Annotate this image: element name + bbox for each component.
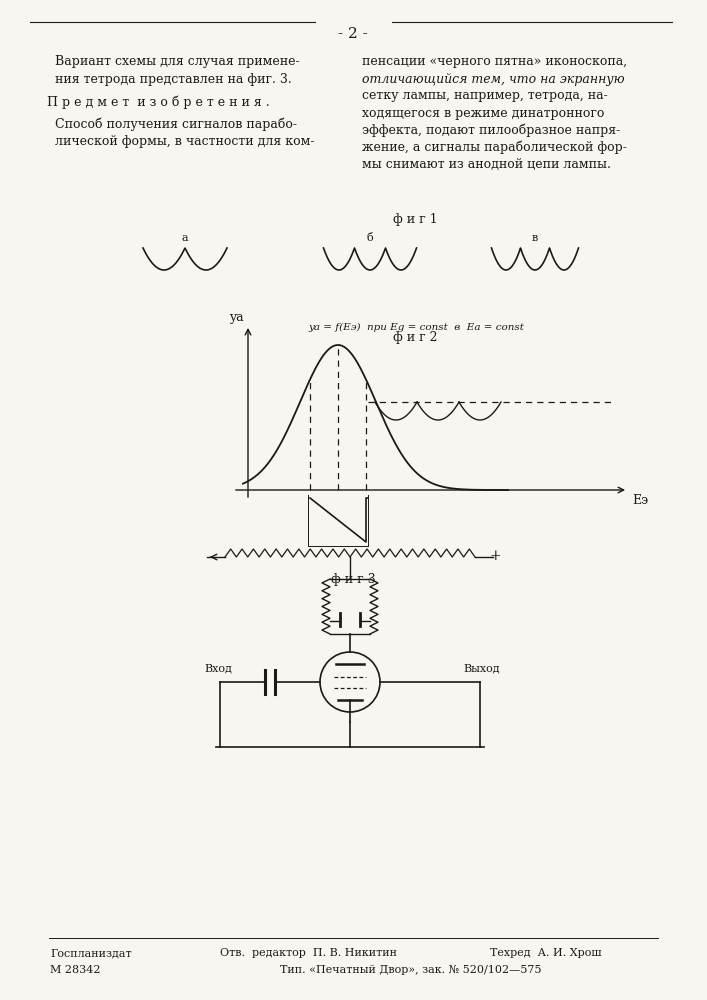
Text: Выход: Выход: [464, 663, 501, 673]
Text: мы снимают из анодной цепи лампы.: мы снимают из анодной цепи лампы.: [362, 157, 611, 170]
Text: пенсации «черного пятна» иконоскопа,: пенсации «черного пятна» иконоскопа,: [362, 55, 627, 68]
Text: +: +: [489, 549, 501, 563]
Text: ния тетрода представлен на фиг. 3.: ния тетрода представлен на фиг. 3.: [55, 73, 292, 86]
Text: Отв.  редактор  П. В. Никитин: Отв. редактор П. В. Никитин: [220, 948, 397, 958]
Text: ф и г 1: ф и г 1: [392, 214, 438, 227]
Text: Способ получения сигналов парабо-: Способ получения сигналов парабо-: [55, 117, 297, 131]
Text: ходящегося в режиме динатронного: ходящегося в режиме динатронного: [362, 106, 604, 119]
Text: Eэ: Eэ: [632, 493, 648, 506]
Text: жение, а сигналы параболической фор-: жение, а сигналы параболической фор-: [362, 140, 627, 154]
Text: эффекта, подают пилообразное напря-: эффекта, подают пилообразное напря-: [362, 123, 620, 137]
Text: ya: ya: [228, 310, 243, 324]
Text: а: а: [182, 233, 188, 243]
Text: ф и г 2: ф и г 2: [393, 332, 437, 344]
Text: ya = f(Eэ)  при Eg = const  в  Ea = const: ya = f(Eэ) при Eg = const в Ea = const: [308, 322, 524, 332]
Text: Техред  А. И. Хрош: Техред А. И. Хрош: [490, 948, 602, 958]
Text: б: б: [367, 233, 373, 243]
Text: лической формы, в частности для ком-: лической формы, в частности для ком-: [55, 134, 315, 147]
Text: в: в: [532, 233, 538, 243]
Text: ф и г 3: ф и г 3: [331, 574, 375, 586]
Text: Вариант схемы для случая примене-: Вариант схемы для случая примене-: [55, 55, 300, 68]
Text: П р е д м е т  и з о б р е т е н и я .: П р е д м е т и з о б р е т е н и я .: [47, 95, 269, 109]
Text: Вход: Вход: [204, 663, 232, 673]
Text: отличающийся тем, что на экранную: отличающийся тем, что на экранную: [362, 73, 624, 86]
Text: сетку лампы, например, тетрода, на-: сетку лампы, например, тетрода, на-: [362, 90, 608, 103]
Text: Тип. «Печатный Двор», зак. № 520/102—575: Тип. «Печатный Двор», зак. № 520/102—575: [280, 965, 542, 975]
Text: Госпланиздат: Госпланиздат: [50, 948, 132, 958]
Text: - 2 -: - 2 -: [338, 27, 368, 41]
Text: М 28342: М 28342: [50, 965, 100, 975]
